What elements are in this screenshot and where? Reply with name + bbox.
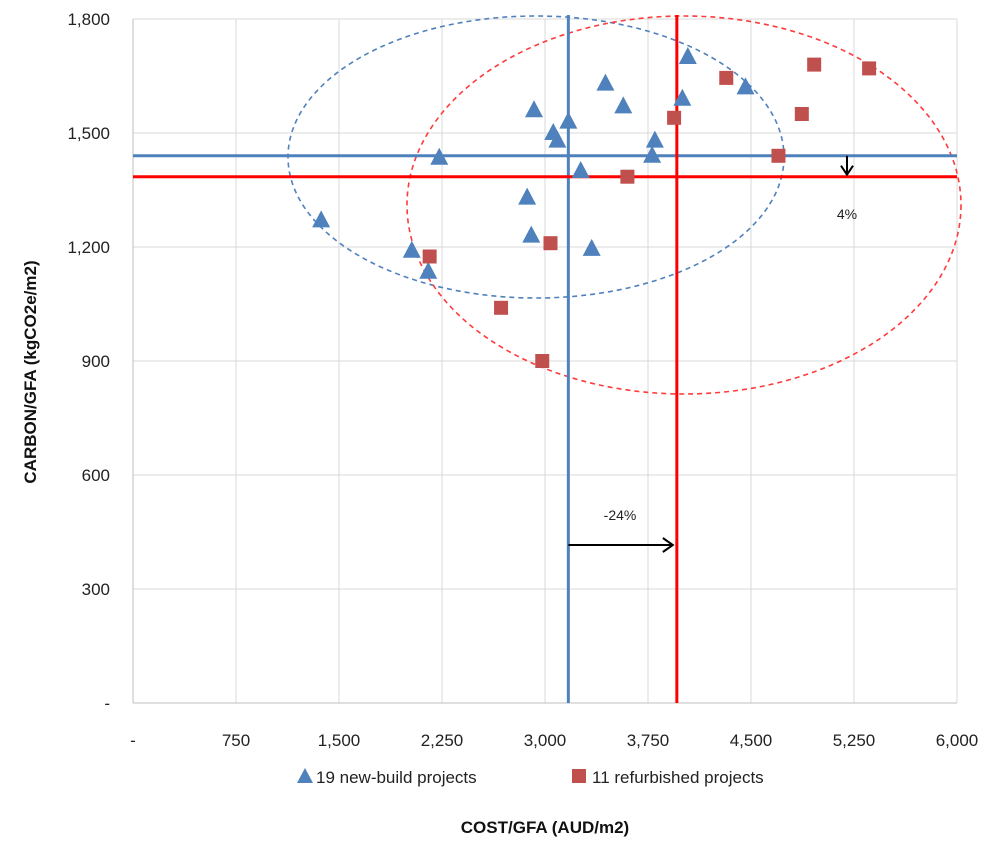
y-tick-label: 1,200	[67, 238, 110, 257]
legend: 19 new-build projects 11 refurbished pro…	[297, 768, 764, 787]
x-tick-label: 6,000	[936, 731, 979, 750]
refurbished-point	[719, 70, 734, 85]
mean-reference-lines	[133, 15, 957, 703]
x-tick-label: 3,750	[627, 731, 670, 750]
new-build-point	[678, 47, 697, 64]
refurbished-point	[543, 236, 558, 251]
refurbished-point	[771, 148, 786, 163]
refurbished-point	[794, 107, 809, 121]
y-tick-label: 300	[82, 580, 110, 599]
refurbished-point	[862, 61, 877, 76]
carbon-arrow-head	[840, 165, 854, 177]
x-axis-title: COST/GFA (AUD/m2)	[461, 818, 629, 837]
x-tick-label: 1,500	[318, 731, 361, 750]
x-tick-label: 750	[222, 731, 250, 750]
y-axis-title: CARBON/GFA (kgCO2e/m2)	[21, 260, 40, 483]
y-tick-label: 600	[82, 466, 110, 485]
y-tick-label: 900	[82, 352, 110, 371]
legend-square-marker	[572, 769, 586, 783]
new-build-point	[518, 187, 537, 205]
x-tick-label: 5,250	[833, 731, 876, 750]
refurbished-point	[535, 354, 550, 368]
new-build-point	[525, 100, 544, 118]
difference-arrows	[568, 155, 854, 553]
new-build-point	[643, 145, 662, 163]
legend-label-refurbished: 11 refurbished projects	[592, 768, 764, 787]
data-points	[312, 47, 877, 368]
legend-label-new-build: 19 new-build projects	[316, 768, 477, 787]
new-build-point	[522, 225, 541, 243]
new-build-point	[614, 96, 633, 114]
new-build-point	[596, 73, 615, 91]
x-tick-label: 3,000	[524, 731, 567, 750]
new-build-point	[736, 77, 755, 95]
cluster-ellipses	[287, 15, 962, 395]
refurbished-point	[422, 249, 437, 264]
new-build-point	[548, 130, 567, 148]
refurbished-point	[667, 110, 682, 125]
legend-triangle-marker	[297, 768, 313, 783]
x-tick-labels: - 750 1,500 2,250 3,000 3,750 4,500 5,250 6,000	[130, 731, 978, 750]
x-tick-label: 2,250	[421, 731, 464, 750]
carbon-difference-label: 4%	[837, 206, 857, 222]
new-build-point	[582, 238, 601, 256]
y-tick-label: 1,800	[67, 10, 110, 29]
new-build-point	[673, 88, 692, 106]
cost-arrow-head	[662, 537, 675, 553]
new-build-point	[571, 161, 590, 178]
refurbished-cluster-ellipse	[406, 15, 962, 395]
new-build-point	[312, 210, 331, 228]
grid-lines	[132, 18, 958, 704]
cost-difference-label: -24%	[604, 507, 637, 523]
new-build-point	[559, 111, 578, 129]
refurbished-point	[620, 169, 635, 184]
y-tick-label: -	[104, 694, 110, 713]
new-build-point	[645, 130, 664, 148]
refurbished-point	[807, 57, 822, 72]
refurbished-point	[494, 300, 509, 315]
new-build-point	[430, 147, 449, 165]
y-tick-label: 1,500	[67, 124, 110, 143]
x-tick-label: -	[130, 731, 136, 750]
x-tick-label: 4,500	[730, 731, 773, 750]
new-build-point	[402, 240, 421, 258]
y-tick-labels: - 300 600 900 1,200 1,500 1,800	[67, 10, 110, 713]
new-build-point	[419, 261, 438, 279]
